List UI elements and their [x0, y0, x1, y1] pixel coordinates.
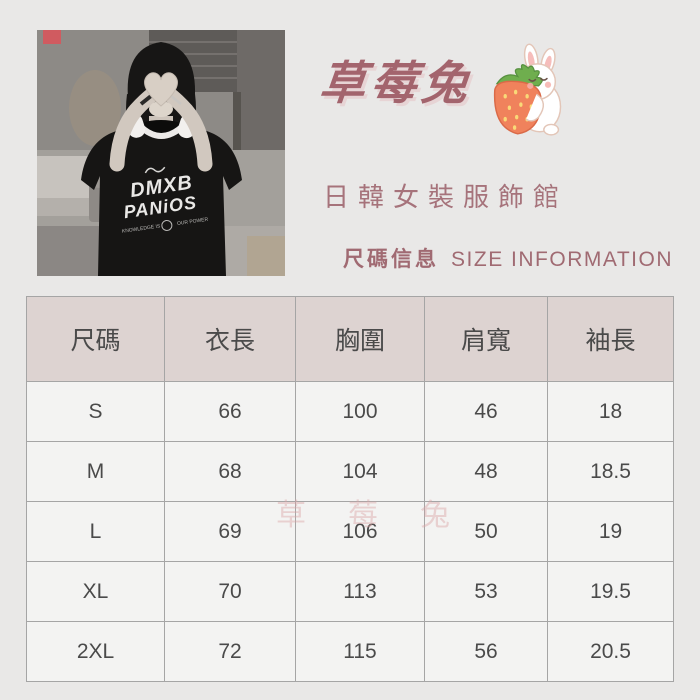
cell-size: XL	[26, 561, 165, 622]
product-photo-illustration: DMXB PANiOS KNOWLEDGE IS OUR POWER	[37, 30, 285, 276]
arms	[109, 86, 213, 172]
table-row: XL 70 113 53 19.5	[26, 561, 674, 622]
col-header-length: 衣長	[164, 296, 296, 382]
table-row: S 66 100 46 18	[26, 381, 674, 442]
tshirt-print-small-right: OUR POWER	[177, 217, 209, 227]
section-heading: 尺碼信息 SIZE INFORMATION	[343, 243, 673, 273]
table-row: M 68 104 48 18.5	[26, 441, 674, 502]
cell-sleeve: 20.5	[547, 621, 674, 682]
cell-size: L	[26, 501, 165, 562]
cell-sleeve: 19	[547, 501, 674, 562]
cell-chest: 106	[295, 501, 425, 562]
cell-shoulder: 46	[424, 381, 548, 442]
cell-shoulder: 48	[424, 441, 548, 502]
col-header-size: 尺碼	[26, 296, 165, 382]
brand-tagline: 日韓女裝服飾館	[323, 182, 569, 212]
cell-length: 72	[164, 621, 296, 682]
size-table: 尺碼 衣長 胸圍 肩寬 袖長 S 66 100 46 18 M 68 104 4…	[26, 296, 674, 682]
table-row: 2XL 72 115 56 20.5	[26, 621, 674, 682]
section-heading-zh: 尺碼信息	[343, 248, 440, 271]
cell-shoulder: 53	[424, 561, 548, 622]
col-header-shoulder: 肩寬	[424, 296, 548, 382]
red-wall-patch	[43, 30, 61, 44]
rabbit-strawberry-icon	[481, 42, 567, 138]
col-header-sleeve: 袖長	[547, 296, 674, 382]
cell-length: 66	[164, 381, 296, 442]
tshirt-print: DMXB PANiOS KNOWLEDGE IS OUR POWER	[122, 166, 209, 235]
cell-chest: 115	[295, 621, 425, 682]
rabbit-arm	[525, 93, 545, 122]
cell-sleeve: 19.5	[547, 561, 674, 622]
cell-length: 69	[164, 501, 296, 562]
cell-length: 70	[164, 561, 296, 622]
cell-chest: 100	[295, 381, 425, 442]
heart-hands	[144, 72, 178, 107]
cell-shoulder: 56	[424, 621, 548, 682]
table-row: L 69 106 50 19	[26, 501, 674, 562]
cell-shoulder: 50	[424, 501, 548, 562]
col-header-chest: 胸圍	[295, 296, 425, 382]
tshirt-print-small-left: KNOWLEDGE IS	[122, 223, 162, 234]
cell-size: S	[26, 381, 165, 442]
cell-size: 2XL	[26, 621, 165, 682]
brand-name: 草莓兔	[316, 57, 476, 109]
product-photo: DMXB PANiOS KNOWLEDGE IS OUR POWER	[37, 30, 285, 276]
cell-length: 68	[164, 441, 296, 502]
rose-doodle	[161, 219, 173, 231]
section-heading-en: SIZE INFORMATION	[451, 248, 673, 271]
cell-chest: 104	[295, 441, 425, 502]
cell-size: M	[26, 441, 165, 502]
model-figure: DMXB PANiOS KNOWLEDGE IS OUR POWER	[81, 42, 242, 276]
cell-chest: 113	[295, 561, 425, 622]
size-table-header-row: 尺碼 衣長 胸圍 肩寬 袖長	[26, 296, 674, 382]
cell-sleeve: 18	[547, 381, 674, 442]
cell-sleeve: 18.5	[547, 441, 674, 502]
